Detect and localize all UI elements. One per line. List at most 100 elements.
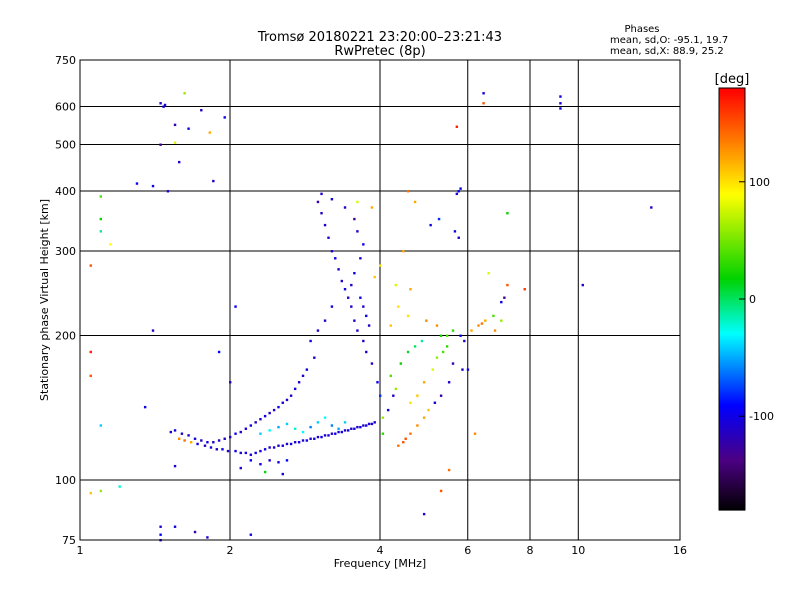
data-point (249, 424, 253, 427)
data-point (309, 339, 312, 343)
data-point (281, 401, 284, 404)
data-point (320, 192, 323, 196)
data-point (183, 439, 186, 442)
colorbar-segment (719, 454, 745, 457)
data-point (285, 398, 289, 402)
data-point (422, 381, 426, 384)
data-point (506, 283, 509, 287)
data-point (406, 350, 410, 354)
data-point (293, 387, 297, 391)
colorbar-segment (719, 328, 745, 331)
colorbar-segment (719, 382, 745, 385)
colorbar-segment (719, 182, 745, 185)
x-axis-label: Frequency [MHz] (334, 557, 426, 570)
data-point (189, 441, 193, 444)
colorbar-segment (719, 418, 745, 421)
data-point (353, 217, 356, 221)
data-point (330, 424, 334, 427)
data-point (470, 329, 473, 332)
colorbar-segment (719, 396, 745, 399)
colorbar-segment (719, 368, 745, 371)
x-tick-label: 4 (377, 544, 384, 557)
y-tick-label: 750 (55, 54, 76, 67)
colorbar-segment (719, 372, 745, 375)
colorbar-segment (719, 122, 745, 125)
colorbar-segment (719, 344, 745, 347)
colorbar-segment (719, 362, 745, 365)
colorbar-segment (719, 456, 745, 459)
data-point (453, 230, 457, 233)
data-point (473, 432, 477, 435)
colorbar-segment (719, 506, 745, 509)
data-point (187, 127, 190, 130)
colorbar-segment (719, 390, 745, 393)
y-tick-labels: 75 100 200 300 400 500 600 750 (55, 54, 76, 547)
colorbar-segment (719, 286, 745, 289)
y-axis-label: Stationary phase Virtual Height [km] (38, 199, 51, 401)
colorbar-segment (719, 132, 745, 135)
data-point (356, 329, 359, 332)
colorbar-segment (719, 242, 745, 245)
colorbar-segment (719, 258, 745, 261)
colorbar-segment (719, 228, 745, 231)
data-point (523, 288, 526, 291)
data-point (99, 424, 103, 427)
colorbar-segment (719, 120, 745, 123)
colorbar-segment (719, 354, 745, 357)
y-tick-label: 600 (55, 101, 76, 114)
data-point (397, 305, 400, 308)
colorbar-segment (719, 246, 745, 249)
colorbar-segment (719, 464, 745, 467)
colorbar-segment (719, 494, 745, 497)
data-point (399, 362, 403, 365)
y-tick-label: 500 (55, 139, 76, 152)
colorbar-segment (719, 460, 745, 463)
data-point (439, 334, 443, 337)
colorbar-segment (719, 168, 745, 171)
data-point (254, 451, 257, 455)
data-point (435, 356, 439, 359)
colorbar-segment (719, 164, 745, 167)
colorbar-segment (719, 102, 745, 105)
data-point (277, 425, 280, 429)
data-point (362, 424, 365, 427)
data-point (365, 350, 368, 354)
phases-box-title: Phases (624, 24, 659, 35)
y-tick-label: 400 (55, 185, 76, 198)
colorbar-segment (719, 398, 745, 401)
data-point (370, 422, 374, 426)
colorbar-tick-label: 100 (749, 176, 770, 189)
data-point (500, 319, 503, 322)
data-point (356, 230, 359, 233)
data-point (559, 102, 562, 105)
colorbar-segment (719, 416, 745, 419)
data-point (254, 421, 257, 424)
data-point (447, 468, 451, 472)
colorbar-segment (719, 432, 745, 435)
data-point (293, 427, 297, 430)
colorbar-segment (719, 96, 745, 99)
colorbar-segment (719, 472, 745, 475)
data-point (439, 489, 443, 493)
data-point (187, 434, 190, 437)
data-point (301, 374, 305, 378)
data-point (135, 182, 139, 185)
colorbar-segment (719, 152, 745, 155)
data-point (422, 416, 426, 419)
data-point (389, 324, 392, 327)
colorbar-segment (719, 450, 745, 453)
data-point (350, 283, 353, 287)
data-point (330, 432, 334, 435)
data-point (402, 250, 405, 253)
data-point (223, 437, 226, 440)
colorbar-segment (719, 484, 745, 487)
colorbar-segment (719, 126, 745, 129)
data-point (362, 305, 365, 308)
colorbar-segment (719, 180, 745, 183)
data-point (346, 429, 350, 432)
data-point (416, 394, 419, 397)
data-point (285, 459, 289, 462)
colorbar-segment (719, 480, 745, 483)
data-point (166, 190, 170, 193)
